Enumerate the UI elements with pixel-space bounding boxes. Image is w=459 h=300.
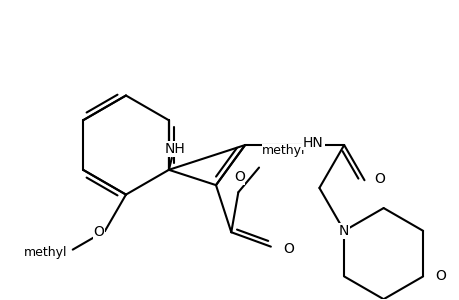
- Text: O: O: [282, 242, 293, 256]
- Text: O: O: [233, 170, 244, 184]
- Text: NH: NH: [164, 142, 185, 156]
- Text: methyl: methyl: [24, 246, 67, 259]
- Text: HN: HN: [302, 136, 323, 150]
- Text: methyl: methyl: [261, 144, 304, 157]
- Text: O: O: [434, 269, 445, 284]
- Text: O: O: [93, 225, 104, 239]
- Text: O: O: [373, 172, 384, 186]
- Text: N: N: [338, 224, 348, 238]
